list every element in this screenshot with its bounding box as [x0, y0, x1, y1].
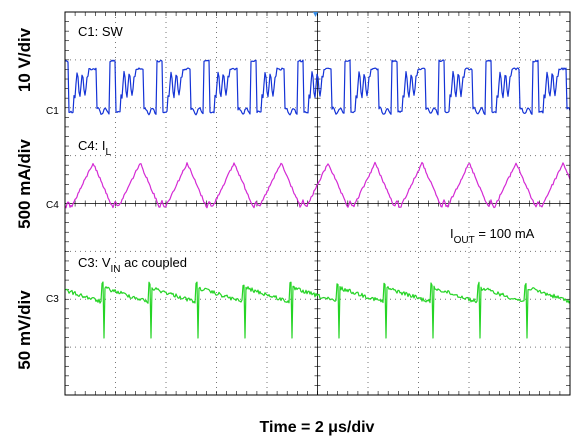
x-axis-label: Time = 2 μs/div [260, 419, 375, 436]
trigger-marker [313, 12, 318, 17]
traces [64, 59, 571, 339]
channel-label-c4: C4: IL [78, 138, 111, 158]
graticule [64, 11, 571, 396]
y-label-c4: 500 mA/div [15, 139, 34, 229]
channel-label-c1: C1: SW [78, 24, 124, 39]
trace-c3 [64, 281, 571, 339]
y-label-c1: 10 V/div [15, 27, 34, 92]
trace-c1 [64, 59, 571, 116]
trace-c4 [64, 161, 571, 209]
channel-marker-c3: C3 [46, 294, 59, 305]
channel-marker-c1: C1 [46, 106, 59, 117]
channel-marker-c4: C4 [46, 200, 59, 211]
iout-annotation: IOUT = 100 mA [450, 226, 535, 246]
y-label-c3: 50 mV/div [15, 290, 34, 370]
channel-label-c3: C3: VIN ac coupled [78, 255, 187, 275]
